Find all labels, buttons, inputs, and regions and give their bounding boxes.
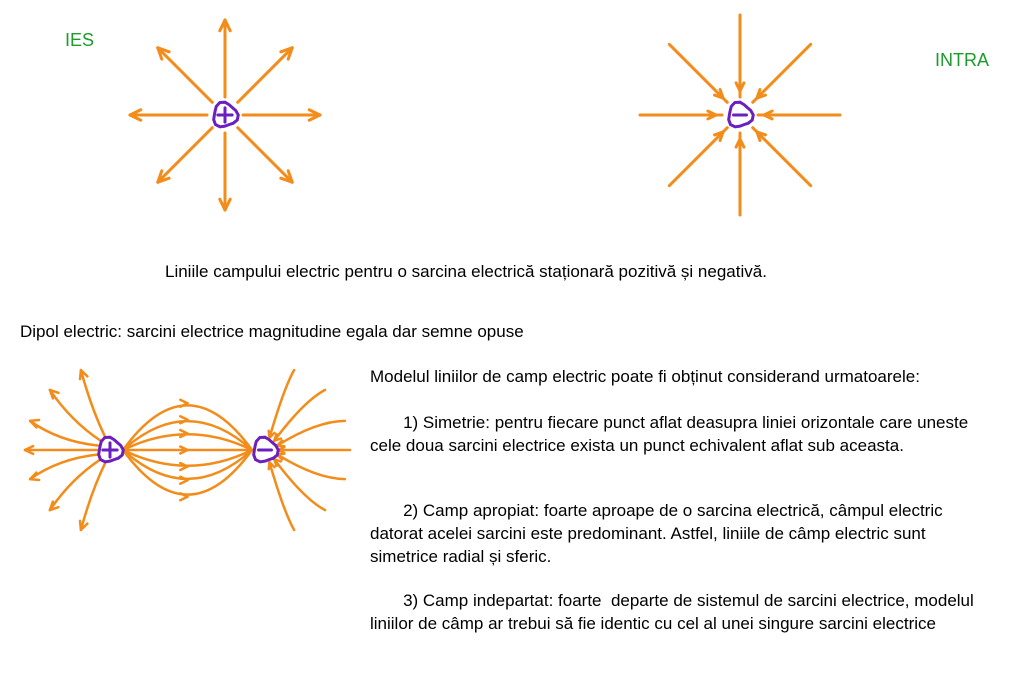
dipole-diagram: [5, 340, 365, 550]
page: IES INTRA Liniile campului electric pent…: [0, 0, 1024, 689]
rules-intro: Modelul liniilor de camp electric poate …: [370, 366, 990, 389]
rule-2: 2) Camp apropiat: foarte aproape de o sa…: [370, 500, 990, 569]
dipole-title: Dipol electric: sarcini electrice magnit…: [20, 322, 524, 342]
negative-charge-diagram: [600, 0, 880, 240]
label-ies: IES: [65, 30, 94, 51]
positive-charge-diagram: [95, 0, 355, 230]
caption-single-charges: Liniile campului electric pentru o sarci…: [165, 262, 767, 282]
rule-1: 1) Simetrie: pentru fiecare punct aflat …: [370, 412, 990, 458]
label-intra: INTRA: [935, 50, 989, 71]
rule-3: 3) Camp indepartat: foarte departe de si…: [370, 590, 990, 636]
